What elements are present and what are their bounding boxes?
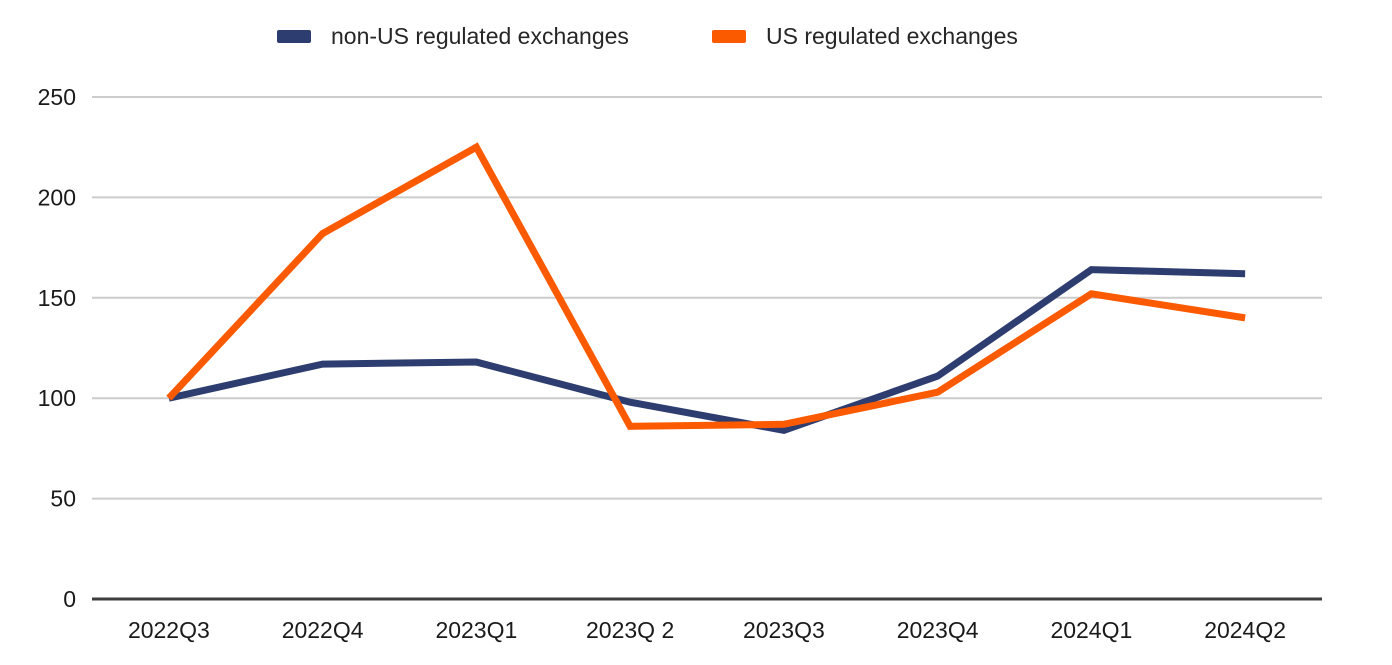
legend-item-non-us-regulated-exchanges: non-US regulated exchanges [277, 22, 629, 50]
x-axis-tick-label: 2023Q3 [743, 617, 825, 643]
x-axis-tick-label: 2023Q1 [435, 617, 517, 643]
y-axis-tick-label: 50 [50, 486, 76, 512]
series-line-non-us-regulated-exchanges [168, 266, 1246, 434]
x-axis-tick-label: 2024Q2 [1204, 617, 1286, 643]
legend-swatch-non-us-icon [277, 29, 311, 43]
y-axis-tick-label: 200 [38, 184, 76, 210]
legend-swatch-us-icon [712, 29, 746, 43]
x-axis-tick-label: 2023Q 2 [586, 617, 674, 643]
y-axis-tick-label: 250 [38, 84, 76, 110]
y-axis-tick-label: 150 [38, 285, 76, 311]
x-axis-tick-label: 2022Q3 [128, 617, 210, 643]
x-axis-tick-label: 2024Q1 [1050, 617, 1132, 643]
y-axis-tick-label: 0 [63, 586, 76, 612]
legend-item-us-regulated-exchanges: US regulated exchanges [712, 22, 1018, 50]
x-axis-tick-label: 2023Q4 [897, 617, 979, 643]
legend-label-us: US regulated exchanges [766, 22, 1018, 49]
legend-label-non-us: non-US regulated exchanges [331, 22, 629, 49]
y-axis-tick-label: 100 [38, 385, 76, 411]
series-line-us-regulated-exchanges [166, 142, 1246, 430]
x-axis-tick-label: 2022Q4 [282, 617, 364, 643]
